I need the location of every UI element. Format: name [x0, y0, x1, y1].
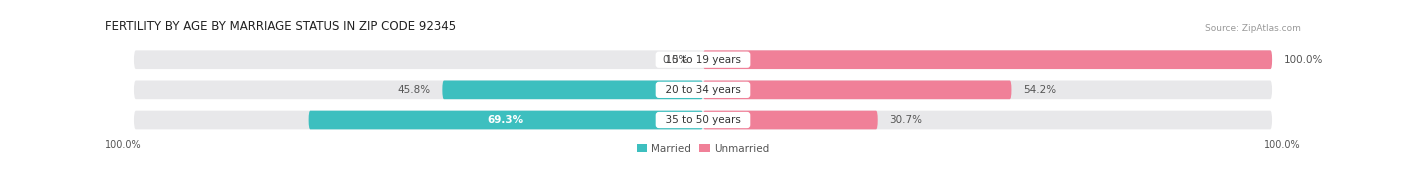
- FancyBboxPatch shape: [134, 50, 1272, 69]
- Text: Source: ZipAtlas.com: Source: ZipAtlas.com: [1205, 24, 1301, 33]
- Text: 15 to 19 years: 15 to 19 years: [659, 55, 747, 65]
- FancyBboxPatch shape: [703, 50, 1272, 69]
- Legend: Married, Unmarried: Married, Unmarried: [637, 143, 769, 153]
- Text: 100.0%: 100.0%: [1264, 140, 1301, 150]
- Text: 30.7%: 30.7%: [889, 115, 922, 125]
- Text: 54.2%: 54.2%: [1022, 85, 1056, 95]
- Text: 100.0%: 100.0%: [1284, 55, 1323, 65]
- FancyBboxPatch shape: [134, 111, 1272, 129]
- FancyBboxPatch shape: [309, 111, 703, 129]
- FancyBboxPatch shape: [703, 111, 877, 129]
- FancyBboxPatch shape: [703, 81, 1011, 99]
- Text: 69.3%: 69.3%: [488, 115, 524, 125]
- Text: 100.0%: 100.0%: [105, 140, 142, 150]
- Text: 0.0%: 0.0%: [662, 55, 689, 65]
- Text: 35 to 50 years: 35 to 50 years: [659, 115, 747, 125]
- Text: 20 to 34 years: 20 to 34 years: [659, 85, 747, 95]
- Text: FERTILITY BY AGE BY MARRIAGE STATUS IN ZIP CODE 92345: FERTILITY BY AGE BY MARRIAGE STATUS IN Z…: [105, 20, 457, 33]
- Text: 45.8%: 45.8%: [398, 85, 432, 95]
- FancyBboxPatch shape: [134, 81, 1272, 99]
- FancyBboxPatch shape: [443, 81, 703, 99]
